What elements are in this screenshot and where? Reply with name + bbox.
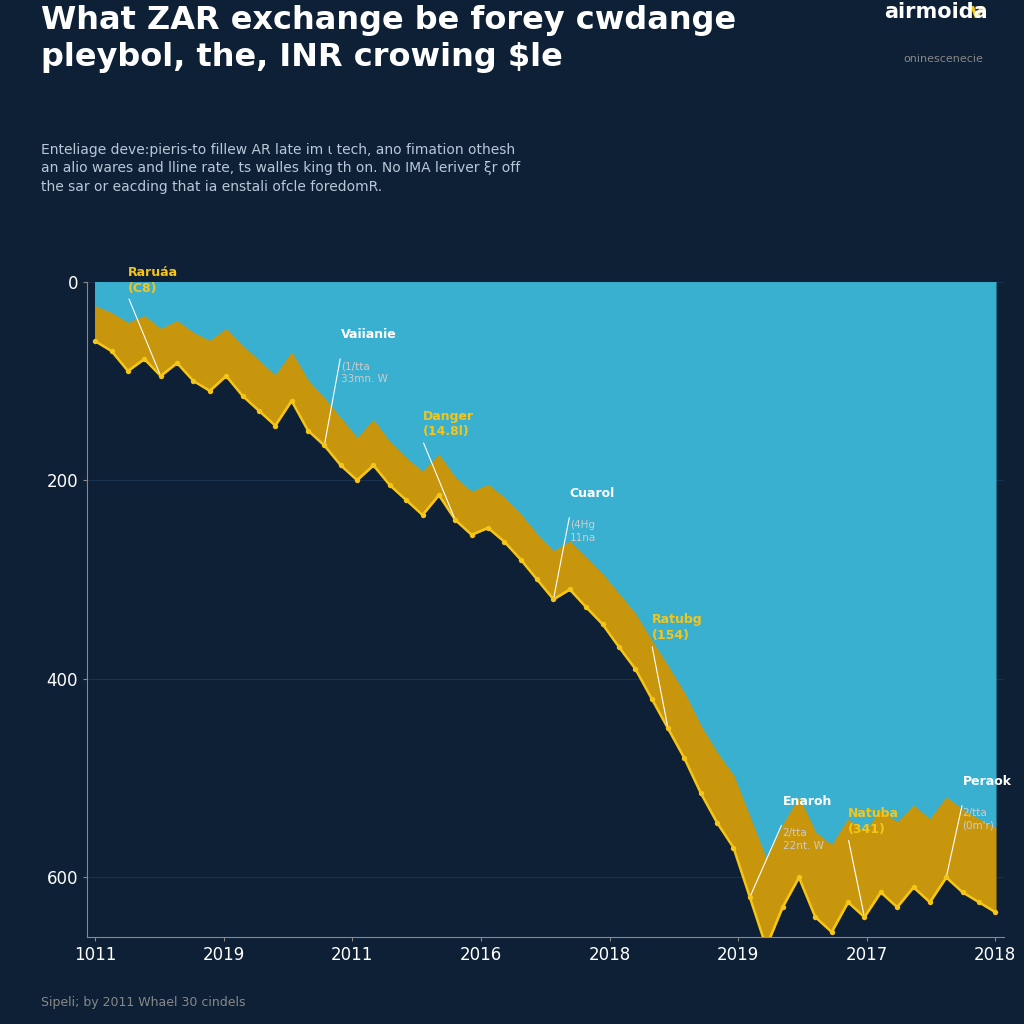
- Text: 2/tta: 2/tta: [782, 827, 807, 838]
- Point: [594, 616, 610, 633]
- Point: [87, 333, 103, 349]
- Text: (C8): (C8): [128, 282, 158, 295]
- Point: [545, 591, 561, 607]
- Text: Danger: Danger: [423, 410, 474, 423]
- Point: [922, 894, 938, 910]
- Point: [202, 383, 218, 399]
- Text: oninescenecie: oninescenecie: [903, 54, 983, 65]
- Point: [349, 472, 366, 488]
- Point: [610, 639, 627, 655]
- Text: What ZAR exchange be forey cwdange
pleybol, the, INR crowing $le: What ZAR exchange be forey cwdange pleyb…: [41, 5, 736, 73]
- Point: [872, 884, 889, 900]
- Point: [415, 507, 431, 523]
- Point: [791, 869, 807, 886]
- Point: [807, 909, 823, 926]
- Text: (4Hg: (4Hg: [569, 520, 595, 529]
- Point: [725, 840, 741, 856]
- Point: [333, 457, 349, 473]
- Point: [758, 939, 774, 955]
- Point: [120, 362, 136, 379]
- Point: [267, 418, 284, 434]
- Point: [840, 894, 856, 910]
- Point: [480, 519, 497, 536]
- Point: [676, 750, 692, 766]
- Text: Vaiianie: Vaiianie: [341, 328, 396, 341]
- Point: [741, 889, 758, 905]
- Point: [366, 457, 382, 473]
- Point: [938, 869, 954, 886]
- Text: Enteliage deve:pieris-to fillew AR late im ι tech, ano fimation othesh
an alio w: Enteliage deve:pieris-to fillew AR late …: [41, 142, 520, 195]
- Point: [218, 368, 234, 384]
- Point: [447, 512, 464, 528]
- Text: 11na: 11na: [569, 532, 596, 543]
- Text: 33mn. W: 33mn. W: [341, 374, 387, 384]
- Point: [169, 355, 185, 372]
- Point: [659, 720, 676, 736]
- Text: (341): (341): [848, 822, 886, 836]
- Text: Raruáa: Raruáa: [128, 265, 178, 279]
- Text: (0m'r): (0m'r): [963, 821, 994, 830]
- Point: [823, 924, 840, 940]
- Point: [185, 373, 202, 389]
- Point: [284, 392, 300, 409]
- Point: [431, 486, 447, 503]
- Point: [889, 899, 905, 915]
- Point: [103, 343, 120, 359]
- Point: [464, 526, 480, 543]
- Text: Ratubg: Ratubg: [651, 613, 702, 626]
- Point: [709, 814, 725, 830]
- Point: [987, 904, 1004, 921]
- Point: [398, 492, 415, 508]
- Text: airmoida: airmoida: [885, 2, 988, 23]
- Point: [561, 582, 578, 598]
- Point: [251, 402, 267, 419]
- Point: [316, 437, 333, 454]
- Text: Peraok: Peraok: [963, 775, 1012, 788]
- Text: (154): (154): [651, 629, 689, 642]
- Text: Natuba: Natuba: [848, 807, 899, 820]
- Point: [234, 388, 251, 404]
- Text: (1/tta: (1/tta: [341, 361, 370, 371]
- Point: [905, 880, 922, 896]
- Text: Enaroh: Enaroh: [782, 795, 831, 808]
- Point: [692, 784, 709, 801]
- Point: [497, 534, 513, 550]
- Text: (14.8l): (14.8l): [423, 426, 469, 438]
- Point: [382, 477, 398, 494]
- Point: [300, 422, 316, 438]
- Text: Cuarol: Cuarol: [569, 487, 615, 500]
- Point: [627, 660, 643, 677]
- Point: [643, 690, 659, 707]
- Text: 2/tta: 2/tta: [963, 808, 987, 818]
- Point: [153, 368, 169, 384]
- Point: [578, 599, 594, 615]
- Text: v: v: [970, 2, 983, 23]
- Point: [954, 884, 971, 900]
- Point: [136, 351, 153, 368]
- Point: [774, 899, 791, 915]
- Point: [971, 894, 987, 910]
- Text: Sipeli; by 2011 Whael 30 cindels: Sipeli; by 2011 Whael 30 cindels: [41, 995, 246, 1009]
- Text: 22nt. W: 22nt. W: [782, 841, 823, 851]
- Point: [513, 552, 529, 568]
- Point: [856, 909, 872, 926]
- Point: [529, 571, 546, 588]
